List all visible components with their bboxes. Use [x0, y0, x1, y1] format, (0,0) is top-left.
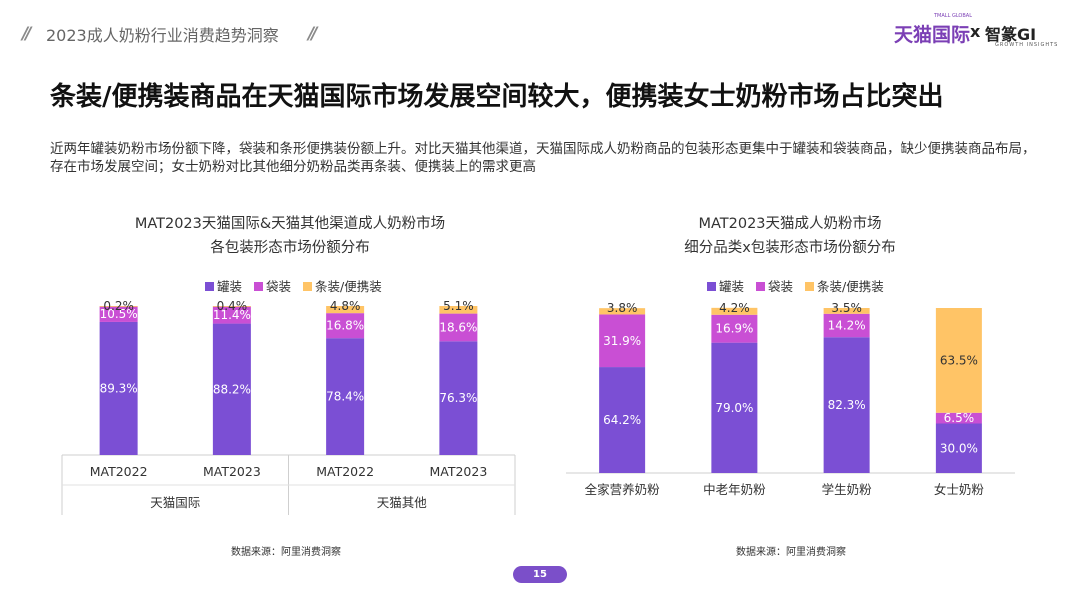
chart1-subtitle: 各包装形态市场份额分布	[210, 240, 370, 256]
data-label-strip: 4.8%	[330, 299, 361, 313]
data-label-bag: 10.5%	[100, 307, 138, 321]
bar-segment-can	[326, 338, 365, 455]
data-label-bag: 16.8%	[326, 319, 364, 333]
x-tick-label: MAT2022	[90, 464, 148, 479]
bar-segment-strip	[326, 306, 365, 314]
bar-segment-bag	[212, 306, 251, 324]
bar-segment-strip	[439, 306, 478, 314]
bar-segment-can	[99, 321, 138, 455]
chart2-legend: 罐装 袋装 条装/便携装	[707, 276, 892, 295]
legend-swatch-can	[205, 282, 214, 291]
data-label-strip: 0.4%	[217, 299, 248, 313]
legend-swatch-strip	[805, 282, 814, 291]
tmall-global-logo-sub: TMALL GLOBAL	[934, 13, 973, 19]
growth-insights-logo: 智篆GI GROWTH INSIGHTS	[985, 25, 1059, 48]
data-label-can: 76.3%	[439, 391, 477, 405]
bar-segment-bag	[326, 313, 365, 339]
brand-separator: x	[970, 22, 981, 41]
data-label-strip: 5.1%	[443, 299, 474, 313]
header: // 2023成人奶粉行业消费趋势洞察 // 天猫国际 TMALL GLOBAL…	[0, 0, 1080, 70]
bar-segment-strip	[212, 306, 251, 307]
header-slash-left: //	[22, 24, 32, 44]
chart2-subtitle: 细分品类x包装形态市场份额分布	[684, 240, 896, 256]
x-tick-label: MAT2023	[203, 464, 261, 479]
legend-swatch-can	[707, 282, 716, 291]
bar-segment-bag	[439, 313, 478, 342]
bar-segment-can	[439, 341, 478, 455]
data-label-can: 89.3%	[100, 381, 138, 395]
group-label: 天猫其他	[377, 495, 428, 510]
x-tick-label: MAT2022	[316, 464, 374, 479]
legend-swatch-bag	[756, 282, 765, 291]
header-slash-right: //	[308, 24, 318, 44]
legend-item-can: 罐装	[707, 279, 744, 294]
data-label-bag: 11.4%	[213, 308, 251, 322]
legend-item-can: 罐装	[205, 279, 242, 294]
bar-segment-bag	[99, 306, 138, 322]
data-label-bag: 18.6%	[439, 320, 477, 334]
chart2-title: MAT2023天猫成人奶粉市场	[698, 216, 882, 232]
data-label-strip: 0.2%	[103, 299, 134, 313]
chart1-legend: 罐装 袋装 条装/便携装	[205, 276, 390, 295]
chart2-title-block: MAT2023天猫成人奶粉市场 细分品类x包装形态市场份额分布	[560, 212, 1020, 260]
tmall-global-logo: 天猫国际 TMALL GLOBAL	[894, 13, 973, 46]
section-title: 2023成人奶粉行业消费趋势洞察	[46, 26, 279, 45]
legend-item-bag: 袋装	[254, 279, 291, 294]
chart1-source: 数据来源：阿里消费洞察	[231, 547, 341, 558]
bar-segment-strip	[99, 306, 138, 307]
page-number: 15	[513, 566, 567, 583]
bar-segment-can	[212, 323, 251, 455]
growth-insights-logo-sub: GROWTH INSIGHTS	[995, 42, 1059, 48]
legend-item-bag: 袋装	[756, 279, 793, 294]
group-label: 天猫国际	[150, 495, 200, 510]
slide-description: 近两年罐装奶粉市场份额下降，袋装和条形便携装份额上升。对比天猫其他渠道，天猫国际…	[50, 141, 1036, 175]
chart1-title: MAT2023天猫国际&天猫其他渠道成人奶粉市场	[134, 216, 446, 232]
chart1-title-block: MAT2023天猫国际&天猫其他渠道成人奶粉市场 各包装形态市场份额分布	[60, 212, 520, 260]
legend-item-strip: 条装/便携装	[805, 279, 884, 294]
legend-swatch-strip	[303, 282, 312, 291]
slide-title: 条装/便携装商品在天猫国际市场发展空间较大，便携装女士奶粉市场占比突出	[50, 82, 944, 112]
data-label-can: 78.4%	[326, 390, 364, 404]
legend-item-strip: 条装/便携装	[303, 279, 382, 294]
data-label-can: 88.2%	[213, 382, 251, 396]
legend-swatch-bag	[254, 282, 263, 291]
x-tick-label: MAT2023	[429, 464, 487, 479]
chart2-source: 数据来源：阿里消费洞察	[736, 547, 846, 558]
